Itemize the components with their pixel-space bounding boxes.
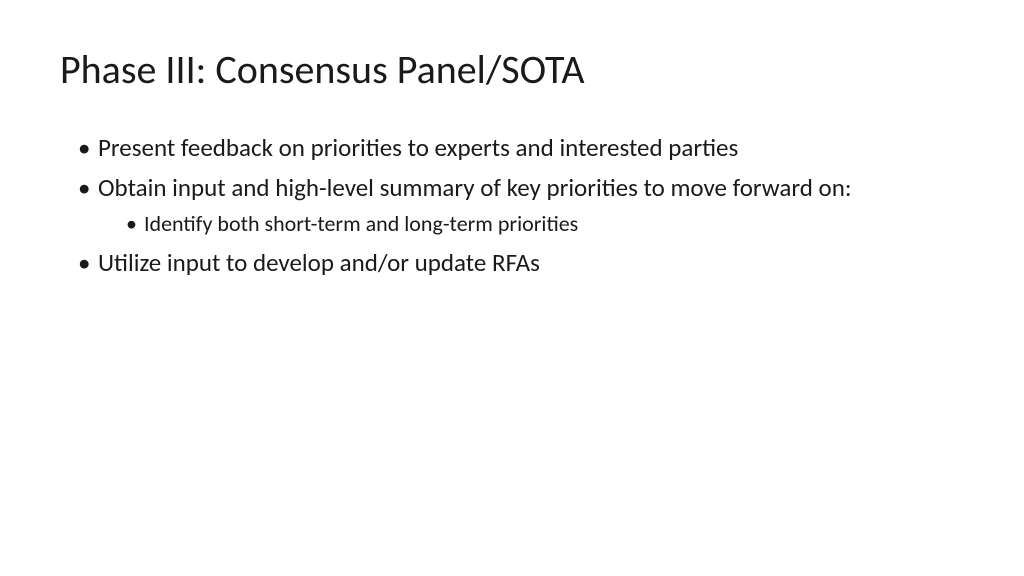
bullet-item: Obtain input and high-level summary of k… xyxy=(78,172,964,239)
bullet-text: Obtain input and high-level summary of k… xyxy=(98,172,852,203)
bullet-item: Utilize input to develop and/or update R… xyxy=(78,247,964,279)
slide-container: Phase III: Consensus Panel/SOTA Present … xyxy=(0,0,1024,576)
slide-content: Present feedback on priorities to expert… xyxy=(60,132,964,279)
bullet-item: Present feedback on priorities to expert… xyxy=(78,132,964,164)
sub-bullet-item: Identify both short-term and long-term p… xyxy=(126,210,964,239)
bullet-text: Present feedback on priorities to expert… xyxy=(98,132,738,163)
bullet-list: Present feedback on priorities to expert… xyxy=(78,132,964,279)
slide-title: Phase III: Consensus Panel/SOTA xyxy=(60,45,964,94)
bullet-text: Utilize input to develop and/or update R… xyxy=(98,247,540,278)
sub-bullet-text: Identify both short-term and long-term p… xyxy=(144,210,578,237)
sub-bullet-list: Identify both short-term and long-term p… xyxy=(98,210,964,239)
